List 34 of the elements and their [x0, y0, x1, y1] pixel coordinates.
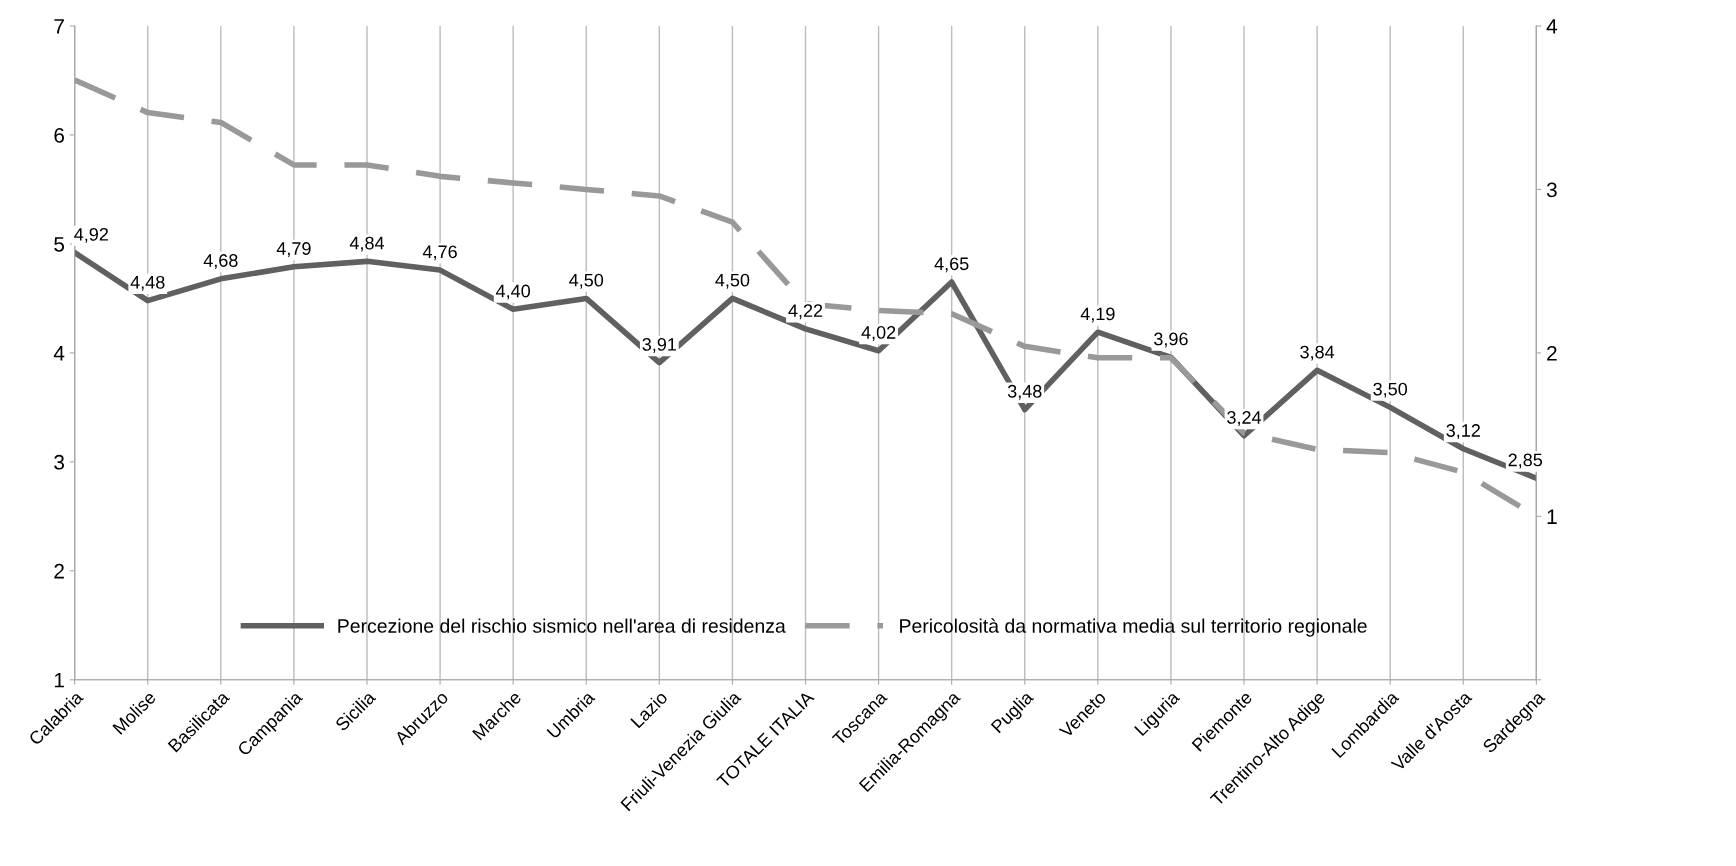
y2-tick-label: 4	[1546, 19, 1558, 34]
y2-tick-label: 3	[1546, 182, 1557, 198]
data-label: 4,92	[74, 227, 108, 243]
data-label: 3,91	[642, 338, 677, 353]
legend-label: Percezione del rischio sismico nell'area di residenza	[338, 618, 786, 633]
y-tick-label: 2	[54, 563, 64, 579]
y-tick-label: 1	[54, 673, 64, 688]
data-label: 4,02	[861, 326, 896, 341]
y-tick-label: 3	[54, 454, 65, 470]
data-label: 3,48	[1007, 384, 1042, 400]
data-label: 4,50	[715, 273, 750, 289]
data-label: 4,76	[422, 245, 457, 261]
y-tick-label: 5	[54, 237, 65, 252]
y2-tick-label: 2	[1547, 345, 1557, 361]
data-label: 2,85	[1508, 453, 1543, 469]
data-label: 4,22	[788, 304, 823, 320]
data-label: 3,50	[1373, 382, 1408, 398]
data-label: 4,50	[569, 273, 604, 289]
data-label: 3,12	[1446, 424, 1480, 440]
data-label: 3,96	[1154, 332, 1188, 348]
data-label: 3,24	[1227, 411, 1262, 426]
data-label: 4,48	[130, 275, 165, 291]
y2-tick-label: 1	[1547, 509, 1557, 524]
data-label: 3,84	[1300, 345, 1335, 361]
data-label: 4,19	[1080, 307, 1115, 323]
data-label: 4,79	[276, 242, 311, 258]
data-label: 4,40	[496, 284, 531, 300]
data-label: 4,68	[203, 254, 238, 270]
y-tick-label: 7	[54, 19, 64, 34]
data-label: 4,65	[934, 257, 969, 273]
y-tick-label: 6	[54, 127, 65, 143]
data-label: 4,84	[349, 236, 385, 252]
legend-label: Pericolosità da normativa media sul territorio regionale	[900, 618, 1367, 637]
y-tick-label: 4	[53, 346, 65, 361]
